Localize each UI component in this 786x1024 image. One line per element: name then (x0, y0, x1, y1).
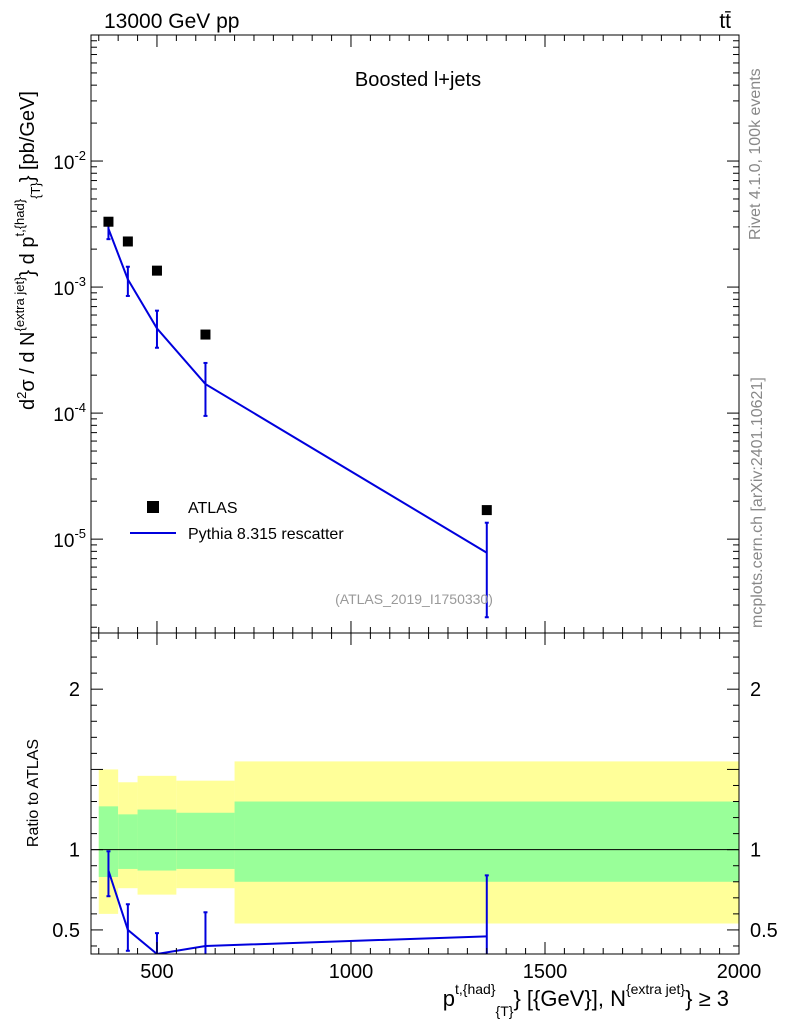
rivet-label: Rivet 4.1.0, 100k events (747, 68, 764, 240)
ratio-panel-bands (91, 761, 739, 924)
y-tick-label: 10-5 (53, 526, 86, 552)
ratio-band-inner (234, 801, 739, 882)
process-label: tt̄ (719, 10, 731, 33)
y-tick-label: 10-3 (53, 274, 86, 300)
main-y-axis-label: d2σ / d N{extra jet}} d pt,{had}{T}} [pb… (12, 91, 43, 410)
analysis-label: (ATLAS_2019_I1750330) (335, 591, 493, 607)
ratio-pythia-curve (107, 870, 487, 954)
ratio-y-tick-label: 2 (69, 679, 80, 701)
ratio-y-tick-label-right: 0.5 (750, 920, 778, 942)
ratio-y-tick-label: 0.5 (52, 920, 80, 942)
x-tick-label: 2000 (717, 961, 762, 983)
legend-pythia-label: Pythia 8.315 rescatter (188, 526, 344, 543)
x-tick-label: 1000 (329, 961, 374, 983)
ratio-band-inner (118, 814, 138, 869)
ratio-band-inner (98, 806, 119, 877)
main-panel-frame (90, 34, 740, 634)
ratio-panel-frame (90, 632, 740, 955)
x-tick-label: 1500 (523, 961, 568, 983)
atlas-data-point (481, 505, 492, 516)
atlas-data-point (103, 216, 114, 227)
x-tick-label: 500 (140, 961, 173, 983)
energy-label: 13000 GeV pp (104, 10, 239, 33)
ratio-y-tick-label-right: 2 (750, 679, 761, 701)
ratio-y-axis-label: Ratio to ATLAS (25, 739, 42, 847)
atlas-data-point (151, 265, 162, 276)
mcplots-label: mcplots.cern.ch [arXiv:2401.10621] (749, 377, 766, 628)
x-axis-label: pt,{had}{T}} [{GeV}], N{extra jet}} ≥ 3 (443, 981, 729, 1019)
legend-atlas-marker (147, 501, 159, 513)
atlas-data-point (200, 329, 211, 340)
ratio-band-inner (137, 809, 177, 871)
ratio-y-tick-label-right: 1 (750, 840, 761, 862)
main-panel-series (103, 216, 492, 619)
ratio-panel-series (106, 850, 489, 954)
main-panel-axes: 10-2 10-3 10-4 10-5 (53, 34, 740, 633)
plot-title: Boosted l+jets (355, 69, 481, 91)
ratio-band-inner (176, 812, 235, 869)
ratio-panel-axes: 500 1000 1500 2000 0.5 0.5 1 1 2 2 (52, 633, 778, 983)
y-tick-label: 10-4 (53, 400, 86, 426)
pythia-curve (107, 228, 488, 554)
ratio-y-tick-label: 1 (69, 840, 80, 862)
y-tick-label: 10-2 (53, 148, 86, 174)
atlas-data-point (122, 236, 133, 247)
legend-atlas-label: ATLAS (188, 500, 238, 517)
